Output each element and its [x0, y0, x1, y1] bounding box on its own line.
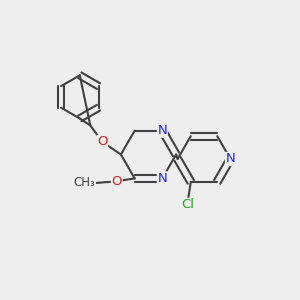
Text: N: N: [158, 124, 167, 137]
Text: O: O: [112, 175, 122, 188]
Text: N: N: [226, 152, 235, 166]
Text: CH₃: CH₃: [73, 176, 95, 189]
Text: O: O: [97, 135, 108, 148]
Text: Cl: Cl: [181, 199, 194, 212]
Text: N: N: [158, 172, 167, 185]
